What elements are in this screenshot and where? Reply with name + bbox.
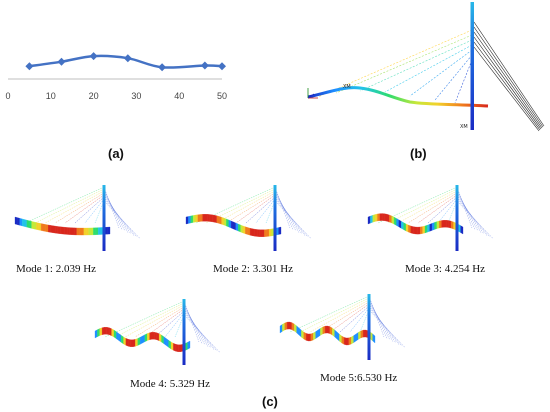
deck [307, 86, 489, 108]
mode-shape-3 [367, 185, 494, 251]
mode-shapes-c [14, 185, 494, 365]
data-point [158, 63, 167, 72]
axis-label-2: XM [460, 124, 468, 130]
mode-caption-1: Mode 1: 2.039 Hz [16, 263, 97, 275]
mode-shape-1 [14, 185, 141, 251]
pylon [470, 2, 474, 130]
panel-label-c: (c) [262, 394, 278, 409]
series-points [25, 52, 226, 72]
axis-label-1: XM [343, 84, 351, 90]
x-tick-label: 30 [131, 91, 141, 101]
line-chart-a: 0 10 20 30 40 50 [5, 52, 227, 101]
mode-shape-4 [94, 299, 221, 365]
x-tick-label: 50 [217, 91, 227, 101]
data-point [200, 61, 209, 70]
x-tick-label: 40 [174, 91, 184, 101]
mode-caption-5: Mode 5:6.530 Hz [320, 372, 398, 384]
cable-fan-left [317, 29, 473, 104]
x-tick-label: 10 [46, 91, 56, 101]
x-tick-group: 0 10 20 30 40 50 [5, 91, 227, 101]
data-point [218, 62, 226, 71]
data-point [25, 62, 34, 71]
mode-caption-3: Mode 3: 4.254 Hz [405, 263, 486, 275]
x-tick-label: 20 [89, 91, 99, 101]
data-point [57, 57, 66, 66]
bridge-model-b: XM XM [307, 2, 545, 132]
mode-shape-5 [279, 294, 406, 360]
mode-caption-2: Mode 2: 3.301 Hz [213, 263, 294, 275]
data-point [123, 54, 132, 63]
data-point [89, 52, 98, 61]
mode-shape-2 [185, 185, 312, 251]
mode-caption-4: Mode 4: 5.329 Hz [130, 378, 211, 390]
cable-fan-right [473, 21, 545, 132]
x-tick-label: 0 [5, 91, 10, 101]
coordinate-axes [307, 88, 318, 99]
panel-label-b: (b) [410, 146, 427, 161]
panel-label-a: (a) [108, 146, 124, 161]
